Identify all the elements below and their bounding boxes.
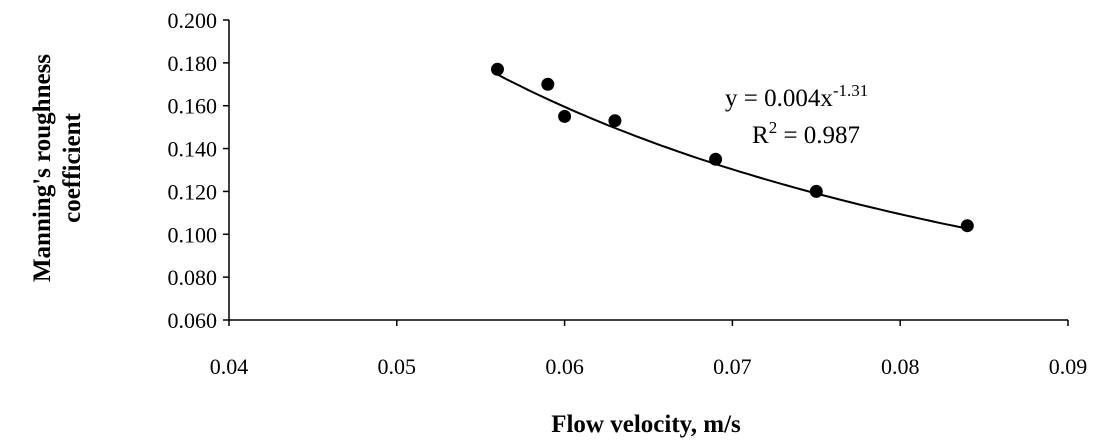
data-point <box>541 77 555 91</box>
y-tick-label: 0.080 <box>168 265 218 290</box>
chart-axes <box>223 19 1069 326</box>
r-squared-label: R2 = 0.987 <box>752 118 860 149</box>
data-point <box>608 114 622 128</box>
x-axis-title: Flow velocity, m/s <box>551 411 741 438</box>
y-tick-label: 0.160 <box>168 94 218 119</box>
x-tick-label: 0.06 <box>545 354 584 379</box>
x-tick-label: 0.07 <box>713 354 752 379</box>
y-tick-label: 0.140 <box>168 137 218 162</box>
y-tick-label: 0.200 <box>168 8 218 33</box>
data-point <box>558 109 572 123</box>
data-point <box>490 62 504 76</box>
data-point <box>809 184 823 198</box>
y-axis-title: Manning's roughness coefficient <box>29 54 86 282</box>
y-tick-label: 0.100 <box>168 222 218 247</box>
y-axis-title-line-2: coefficient <box>59 112 86 222</box>
data-point <box>960 219 974 233</box>
y-tick-label: 0.180 <box>168 51 218 76</box>
x-tick-label: 0.08 <box>881 354 920 379</box>
y-tick-label: 0.060 <box>168 308 218 333</box>
y-tick-label: 0.120 <box>168 179 218 204</box>
data-points <box>490 62 974 233</box>
power-trendline <box>497 73 968 230</box>
x-tick-label: 0.05 <box>378 354 417 379</box>
y-axis-title-line-1: Manning's roughness <box>29 54 56 282</box>
x-tick-label: 0.04 <box>210 354 249 379</box>
trendline-equation: y = 0.004x-1.31 <box>725 81 868 112</box>
x-tick-label: 0.09 <box>1049 354 1088 379</box>
x-tick-labels: 0.04 0.05 0.06 0.07 0.08 0.09 <box>210 354 1088 379</box>
y-tick-labels: 0.060 0.080 0.100 0.120 0.140 0.160 0.180 0.200 <box>168 8 218 333</box>
data-point <box>709 152 723 166</box>
